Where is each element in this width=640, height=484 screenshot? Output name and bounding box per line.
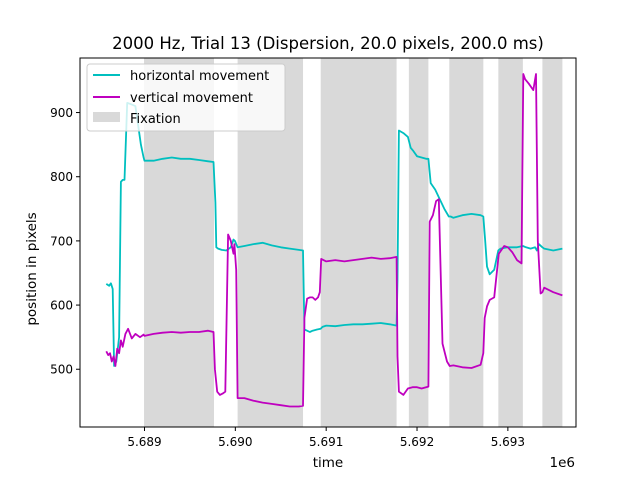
x-tick-label-1: 5.690 [218,435,252,449]
legend-label-vertical: vertical movement [130,91,253,106]
data-series [105,73,563,408]
chart-title: 2000 Hz, Trial 13 (Dispersion, 20.0 pixe… [112,34,544,53]
x-axis-label: time [313,455,344,471]
legend-swatch-fixation [93,112,120,122]
y-axis-label: position in pixels [24,212,40,325]
fixation-band-5 [498,58,523,427]
y-axis: 500 600 700 800 900 [50,106,80,377]
axes-frame [79,57,577,428]
x-tick-label-3: 5.692 [400,435,434,449]
fixation-band-3 [408,58,429,427]
x-tick-label-2: 5.691 [309,435,343,449]
fixation-band-6 [542,58,563,427]
legend-label-horizontal: horizontal movement [130,69,269,84]
x-axis: 5.689 5.690 5.691 5.692 5.693 [127,427,525,449]
y-tick-label-3: 800 [50,170,73,184]
y-tick-label-1: 600 [50,299,73,313]
y-tick-label-0: 500 [50,363,73,377]
series-line-horizontal [105,102,563,367]
legend-label-fixation: Fixation [130,112,181,127]
series-line-vertical [105,73,563,408]
y-tick-label-4: 900 [50,106,73,120]
y-tick-label-2: 700 [50,234,73,248]
x-tick-label-4: 5.693 [491,435,525,449]
x-tick-label-0: 5.689 [127,435,161,449]
x-axis-offset-label: 1e6 [550,455,575,471]
legend-box [86,63,286,132]
fixation-band-2 [320,58,397,427]
legend: horizontal movement vertical movement Fi… [86,63,286,132]
fixation-band-4 [449,58,484,427]
